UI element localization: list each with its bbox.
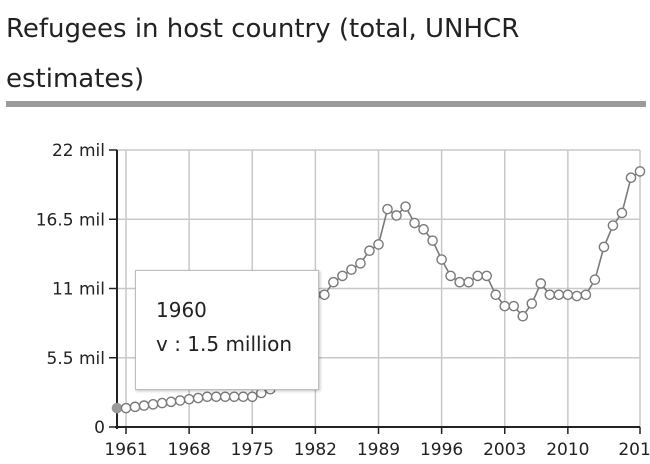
x-tick-label: 2003 [483, 440, 526, 460]
data-point[interactable] [237, 391, 249, 403]
data-point[interactable] [553, 289, 565, 301]
data-point[interactable] [355, 258, 366, 269]
data-point[interactable] [427, 235, 438, 246]
data-point[interactable] [400, 201, 411, 212]
data-point[interactable] [490, 289, 502, 301]
x-tick-label: 1996 [420, 440, 463, 460]
data-point[interactable] [589, 274, 601, 285]
x-tick-label: 2010 [546, 440, 589, 460]
data-point[interactable] [445, 270, 456, 282]
data-point[interactable] [192, 392, 204, 404]
data-point[interactable] [472, 270, 483, 282]
chart-tooltip: 1960 v : 1.5 million [135, 270, 319, 390]
data-point[interactable] [210, 391, 222, 403]
data-point[interactable] [156, 397, 168, 409]
x-tick-label: 1968 [168, 440, 211, 460]
data-point[interactable] [201, 391, 213, 403]
data-point[interactable] [526, 298, 538, 309]
data-point[interactable] [391, 210, 402, 221]
data-point[interactable] [346, 264, 357, 275]
tooltip-year: 1960 [156, 298, 207, 322]
data-point[interactable] [228, 391, 240, 403]
title-divider [6, 101, 646, 107]
data-point[interactable] [364, 245, 375, 257]
x-tick-label: 1989 [357, 440, 400, 460]
x-tick-label: 1961 [104, 440, 147, 460]
tooltip-value: v : 1.5 million [156, 332, 293, 356]
chart-title: Refugees in host country (total, UNHCR e… [6, 14, 520, 94]
y-tick-label: 5.5 mil [47, 349, 105, 369]
data-point[interactable] [246, 391, 258, 403]
data-point[interactable] [138, 400, 150, 411]
data-point[interactable] [616, 207, 628, 219]
data-point[interactable] [382, 203, 393, 215]
data-point[interactable] [165, 396, 177, 408]
data-point[interactable] [544, 289, 556, 301]
axes: 0 5.5 mil 11 mil 16.5 mil 22 mil 1961 1968 1975… [36, 141, 650, 460]
data-point[interactable] [319, 289, 330, 301]
data-point[interactable] [580, 289, 592, 301]
data-point[interactable] [418, 224, 429, 235]
data-point[interactable] [571, 290, 583, 302]
data-point[interactable] [129, 401, 141, 413]
data-point[interactable] [174, 395, 186, 406]
data-point[interactable] [454, 276, 465, 288]
x-tick-label: 1982 [294, 440, 337, 460]
data-point[interactable] [625, 172, 637, 183]
data-point[interactable] [463, 276, 474, 288]
y-tick-label: 16.5 mil [36, 210, 105, 230]
data-point[interactable] [120, 402, 132, 414]
data-point[interactable] [499, 300, 511, 312]
data-point[interactable] [436, 254, 447, 265]
data-point[interactable] [535, 278, 547, 289]
data-point[interactable] [147, 399, 159, 410]
data-point[interactable] [481, 270, 493, 282]
y-tick-label: 22 mil [52, 141, 105, 161]
x-tick-label: 2018 [618, 440, 650, 460]
x-tick-label: 1975 [231, 440, 274, 460]
highlighted-data-point[interactable] [111, 402, 123, 414]
data-point[interactable] [508, 300, 520, 312]
data-point[interactable] [183, 393, 195, 405]
y-tick-label: 11 mil [52, 280, 105, 300]
data-point[interactable] [634, 166, 646, 177]
data-point[interactable] [562, 289, 574, 301]
data-point[interactable] [598, 241, 610, 253]
data-point[interactable] [337, 270, 348, 282]
y-tick-label: 0 [94, 418, 105, 438]
data-point[interactable] [607, 220, 619, 231]
data-point[interactable] [373, 239, 384, 250]
data-point[interactable] [219, 391, 231, 403]
data-point[interactable] [517, 310, 529, 322]
data-point[interactable] [328, 276, 339, 288]
data-point[interactable] [409, 217, 420, 229]
